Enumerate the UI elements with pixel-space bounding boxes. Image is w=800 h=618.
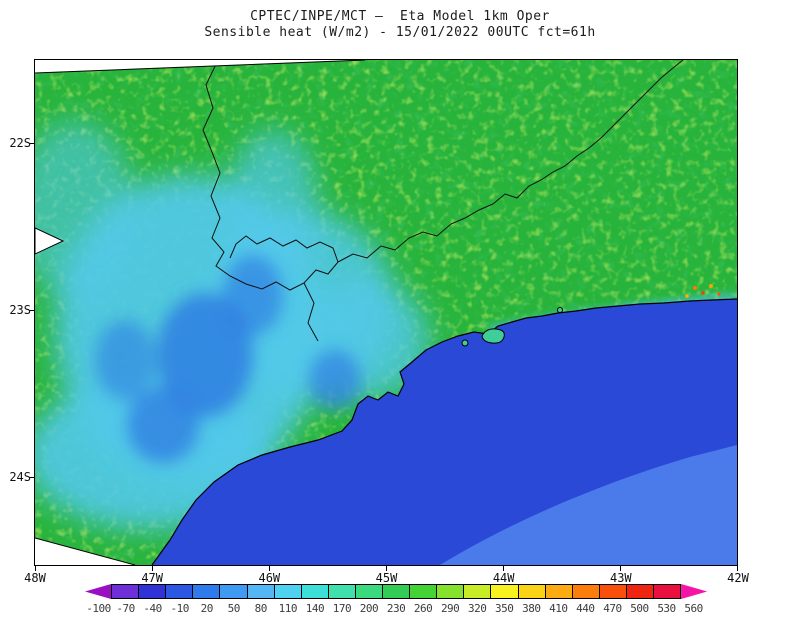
colorbar-cell [410, 584, 438, 599]
x-axis-tick [503, 566, 504, 571]
colorbar-cell [247, 584, 275, 599]
colorbar-cell [220, 584, 248, 599]
colorbar-cell [301, 584, 329, 599]
colorbar-tick-label: 380 [522, 602, 541, 615]
state-border-line [202, 60, 339, 291]
colorbar-tick-label: 140 [305, 602, 325, 615]
coastline [151, 298, 737, 565]
colorbar-tick-label: -10 [170, 602, 189, 615]
y-axis-tick [29, 477, 34, 478]
x-axis-label: 47W [141, 571, 163, 585]
x-axis-label: 45W [375, 571, 398, 585]
island-small [461, 339, 469, 347]
colorbar-tick-label: 530 [657, 602, 676, 615]
map-field [35, 60, 737, 565]
y-axis-label: 23S [9, 303, 31, 317]
colorbar-tick-label: 200 [359, 602, 379, 615]
colorbar-cell [383, 584, 411, 599]
colorbar-cell [355, 584, 384, 599]
chart-header: CPTEC/INPE/MCT — Eta Model 1km Oper Sens… [0, 9, 800, 41]
colorbar-cell [599, 584, 627, 599]
colorbar-tick-label: 230 [386, 602, 406, 615]
colorbar-cell [545, 584, 573, 599]
colorbar-cell [626, 584, 654, 599]
colorbar-cell [85, 584, 112, 599]
colorbar-cell [193, 584, 221, 599]
hot-spot-speckles [685, 284, 721, 298]
colorbar-tick-label: 110 [278, 602, 298, 615]
colorbar-cell [166, 584, 194, 599]
state-border-spur [303, 282, 319, 342]
colorbar: -100 -70 -40 -10 20 50 80 110 140 170 200 230 260 290… [85, 584, 708, 615]
x-axis-tick [35, 566, 36, 571]
colorbar-cell [111, 584, 140, 599]
colorbar-tick-label: 440 [576, 602, 595, 615]
colorbar-tick-label: -40 [143, 602, 162, 615]
y-axis-label: 24S [9, 470, 31, 484]
x-axis-labels: 48W 47W 46W 45W 44W 43W 42W [24, 571, 749, 585]
colorbar-tick-label: 560 [684, 602, 703, 615]
colorbar-tick-label: -70 [116, 602, 135, 615]
colorbar-cell [681, 584, 708, 599]
colorbar-scale [85, 584, 708, 599]
colorbar-cell [139, 584, 167, 599]
ocean-light-region [440, 445, 737, 565]
map-plot-area [34, 59, 738, 566]
y-axis-tick [29, 143, 34, 144]
x-axis-label: 44W [492, 571, 515, 585]
x-axis-tick [620, 566, 621, 571]
colorbar-cell [518, 584, 546, 599]
colorbar-cell [464, 584, 492, 599]
domain-edge-wedges [35, 60, 366, 565]
x-axis-tick [269, 566, 270, 571]
colorbar-tick-labels: -100 -70 -40 -10 20 50 80 110 140 170 200 230 260 290… [85, 602, 707, 615]
state-border-line-ne [337, 60, 684, 263]
x-axis-tick [737, 566, 738, 571]
colorbar-tick-label: 80 [254, 602, 268, 615]
colorbar-tick-label: -100 [86, 602, 111, 615]
colorbar-tick-label: 290 [440, 602, 460, 615]
colorbar-cell [437, 584, 465, 599]
x-axis-label: 42W [727, 571, 749, 585]
x-axis-tick [386, 566, 387, 571]
colorbar-cell [274, 584, 302, 599]
low-heat-blue-patches [95, 255, 361, 463]
y-axis-tick [29, 310, 34, 311]
island-small [557, 307, 563, 313]
colorbar-tick-label: 260 [413, 602, 433, 615]
x-axis-label: 46W [258, 571, 281, 585]
colorbar-tick-label: 500 [630, 602, 649, 615]
x-axis-tick [152, 566, 153, 571]
chart-title-line1: CPTEC/INPE/MCT — Eta Model 1km Oper [250, 9, 550, 24]
colorbar-tick-label: 20 [200, 602, 214, 615]
x-axis-label: 43W [609, 571, 632, 585]
island [481, 328, 505, 344]
colorbar-tick-label: 350 [495, 602, 514, 615]
colorbar-cell [572, 584, 600, 599]
colorbar-tick-label: 470 [603, 602, 622, 615]
colorbar-tick-label: 50 [227, 602, 241, 615]
chart-title-line2: Sensible heat (W/m2) - 15/01/2022 00UTC … [204, 25, 596, 40]
colorbar-tick-label: 320 [467, 602, 487, 615]
x-axis-label: 48W [24, 571, 46, 585]
colorbar-cell [328, 584, 356, 599]
y-axis-label: 22S [9, 136, 31, 150]
colorbar-cell [653, 584, 682, 599]
colorbar-tick-label: 410 [549, 602, 568, 615]
colorbar-cell [491, 584, 519, 599]
colorbar-tick-label: 170 [332, 602, 352, 615]
